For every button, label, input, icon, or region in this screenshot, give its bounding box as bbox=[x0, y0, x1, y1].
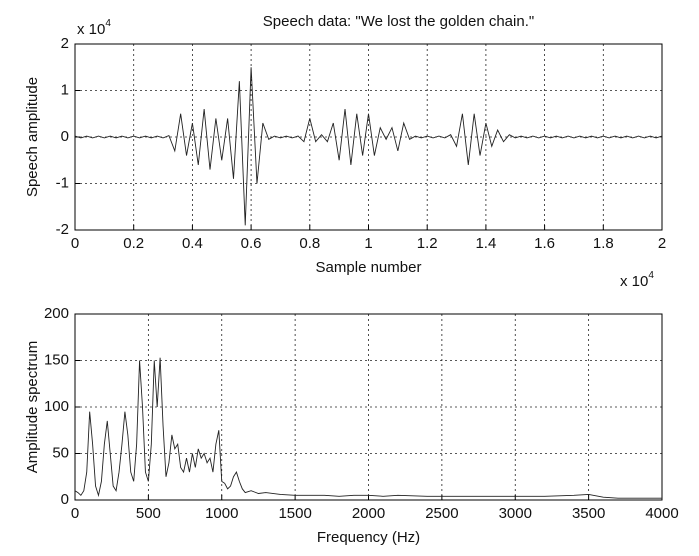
y-axis-label: Speech amplitude bbox=[24, 77, 41, 197]
multiplier-exponent: 4 bbox=[105, 18, 111, 29]
x-tick-label: 3500 bbox=[572, 505, 605, 522]
y-tick-label: 0 bbox=[61, 128, 69, 145]
plot-frame bbox=[74, 43, 663, 231]
x-tick-label: 0.4 bbox=[182, 235, 203, 252]
y-tick-label: 1 bbox=[61, 81, 69, 98]
x-tick-label: 2000 bbox=[352, 505, 385, 522]
axis-multiplier: x 104 bbox=[77, 18, 111, 38]
x-tick-label: 500 bbox=[136, 505, 161, 522]
y-tick-label: -1 bbox=[56, 174, 69, 191]
x-tick-label: 0 bbox=[71, 505, 79, 522]
y-tick-label: 50 bbox=[52, 444, 69, 461]
y-tick-label: 200 bbox=[44, 305, 69, 322]
x-tick-label: 1000 bbox=[205, 505, 238, 522]
x-tick-label: 1 bbox=[364, 235, 372, 252]
y-axis-label: Amplitude spectrum bbox=[24, 341, 41, 474]
plot-frame bbox=[74, 313, 663, 501]
x-tick-label: 1.4 bbox=[475, 235, 496, 252]
multiplier-base: x 10 bbox=[77, 21, 105, 38]
y-tick-label: 150 bbox=[44, 351, 69, 368]
y-tick-label: 2 bbox=[61, 35, 69, 52]
axis-multiplier: x 104 bbox=[620, 270, 654, 290]
x-tick-label: 1.8 bbox=[593, 235, 614, 252]
multiplier-base: x 10 bbox=[620, 273, 648, 290]
x-tick-label: 2500 bbox=[425, 505, 458, 522]
x-axis-label: Sample number bbox=[316, 259, 422, 276]
x-tick-label: 0.8 bbox=[299, 235, 320, 252]
multiplier-exponent: 4 bbox=[648, 270, 654, 281]
chart-title: Speech data: "We lost the golden chain." bbox=[263, 13, 534, 30]
x-tick-label: 2 bbox=[658, 235, 666, 252]
x-tick-label: 1500 bbox=[278, 505, 311, 522]
x-tick-label: 0 bbox=[71, 235, 79, 252]
x-tick-label: 0.6 bbox=[241, 235, 262, 252]
x-tick-label: 1.6 bbox=[534, 235, 555, 252]
y-tick-label: 0 bbox=[61, 491, 69, 508]
x-tick-label: 1.2 bbox=[417, 235, 438, 252]
data-line bbox=[74, 67, 663, 226]
x-tick-label: 0.2 bbox=[123, 235, 144, 252]
x-axis-label: Frequency (Hz) bbox=[317, 529, 420, 546]
x-tick-label: 3000 bbox=[499, 505, 532, 522]
x-tick-label: 4000 bbox=[645, 505, 678, 522]
data-line bbox=[74, 357, 662, 499]
y-tick-label: 100 bbox=[44, 398, 69, 415]
y-tick-label: -2 bbox=[56, 221, 69, 238]
